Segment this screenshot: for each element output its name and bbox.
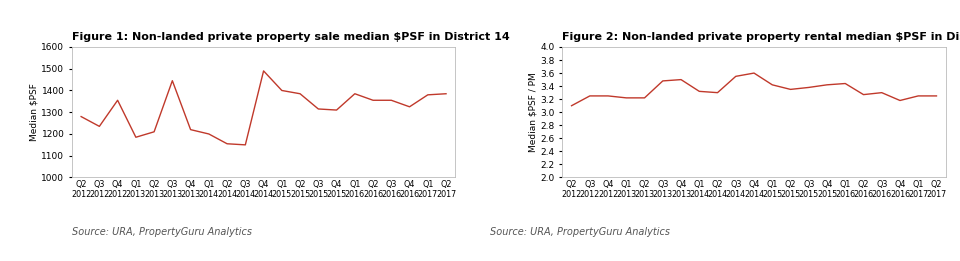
Text: Figure 1: Non-landed private property sale median $PSF in District 14: Figure 1: Non-landed private property sa…: [72, 32, 510, 42]
Text: Source: URA, PropertyGuru Analytics: Source: URA, PropertyGuru Analytics: [72, 227, 252, 237]
Y-axis label: Median $PSF / PM: Median $PSF / PM: [529, 72, 538, 152]
Text: Source: URA, PropertyGuru Analytics: Source: URA, PropertyGuru Analytics: [490, 227, 670, 237]
Y-axis label: Median $PSF: Median $PSF: [30, 83, 38, 141]
Text: Figure 2: Non-landed private property rental median $PSF in District 14: Figure 2: Non-landed private property re…: [563, 32, 960, 42]
